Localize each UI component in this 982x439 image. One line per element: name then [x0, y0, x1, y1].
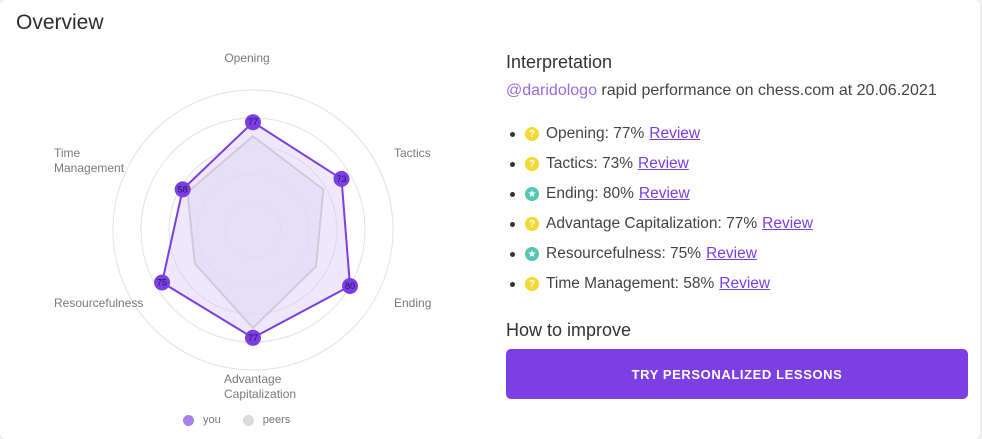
review-link[interactable]: Review [638, 155, 689, 172]
summary-text: rapid performance on chess.com at 20.06.… [596, 82, 937, 99]
interpretation-title: Interpretation [506, 52, 613, 72]
series-you-area [160, 120, 352, 339]
review-link[interactable]: Review [762, 215, 813, 232]
chart-legend: you peers [183, 414, 312, 426]
axis-label: Time Management [54, 146, 125, 175]
grid-ring [112, 89, 394, 371]
axis-label: Resourcefulness [54, 296, 143, 310]
legend-item-peers[interactable]: peers [242, 414, 291, 426]
axis-label: Advantage Capitalization [224, 372, 296, 401]
point-label: 58 [178, 184, 188, 194]
radar-chart: 77 73 80 77 75 58 Opening Tactics Ending Advantag… [54, 51, 431, 401]
series-you-point [245, 114, 261, 131]
point-label: 75 [157, 278, 167, 288]
metric-item: ? Opening: 77% Review [506, 119, 813, 149]
axis-label: Tactics [394, 146, 431, 160]
question-icon: ? [525, 277, 539, 291]
interpretation-summary: @daridologo rapid performance on chess.c… [506, 82, 937, 100]
legend-label-peers: peers [262, 414, 291, 426]
metric-label: Opening: 77% [546, 125, 645, 142]
bullet-dot [510, 221, 515, 227]
review-link[interactable]: Review [706, 245, 757, 262]
series-you-point [333, 170, 350, 187]
question-icon: ? [525, 127, 539, 141]
series-you-point [174, 181, 191, 198]
overview-title: Overview [16, 11, 104, 34]
star-icon: ★ [525, 247, 539, 261]
metric-label: Ending: 80% [546, 185, 634, 202]
bullet-dot [510, 161, 515, 167]
legend-swatch-peers [242, 414, 254, 426]
question-icon: ? [525, 217, 539, 231]
review-link[interactable]: Review [638, 185, 690, 202]
metric-label: Tactics: 73% [546, 155, 634, 172]
metric-item: ★ Resourcefulness: 75% Review [506, 239, 813, 269]
metric-item: ? Time Management: 58% Review [506, 269, 813, 299]
question-icon: ? [525, 157, 539, 171]
metric-item: ? Advantage Capitalization: 77% Review [506, 209, 813, 239]
legend-item-you[interactable]: you [183, 414, 221, 426]
bullet-dot [510, 131, 515, 137]
bullet-dot [510, 251, 515, 257]
bullet-dot [510, 281, 515, 287]
point-label: 73 [336, 174, 346, 184]
metric-list: ? Opening: 77% Review? Tactics: 73% Review ★ E… [506, 119, 813, 299]
legend-label-you: you [203, 414, 221, 426]
metric-label: Resourcefulness: 75% [546, 245, 702, 262]
axis-label: Ending [394, 296, 431, 310]
series-you-point [154, 274, 171, 291]
metric-label: Advantage Capitalization: 77% [546, 215, 758, 232]
try-lessons-button[interactable]: TRY PERSONALIZED LESSONS [506, 349, 968, 399]
metric-item: ? Tactics: 73% Review [506, 149, 813, 179]
bullet-dot [510, 191, 515, 197]
review-link[interactable]: Review [649, 125, 701, 142]
star-icon: ★ [525, 187, 539, 201]
user-handle[interactable]: @daridologo [506, 82, 597, 99]
axis-label: Opening [224, 51, 269, 65]
series-you-point [245, 329, 261, 346]
improve-title: How to improve [506, 320, 632, 340]
series-you-point [341, 278, 358, 294]
point-label: 80 [345, 281, 355, 291]
point-label: 77 [248, 117, 258, 127]
legend-swatch-you [183, 414, 194, 426]
metric-item: ★ Ending: 80% Review [506, 179, 813, 209]
metric-label: Time Management: 58% [546, 275, 715, 292]
review-link[interactable]: Review [719, 275, 771, 292]
point-label: 77 [248, 333, 258, 343]
